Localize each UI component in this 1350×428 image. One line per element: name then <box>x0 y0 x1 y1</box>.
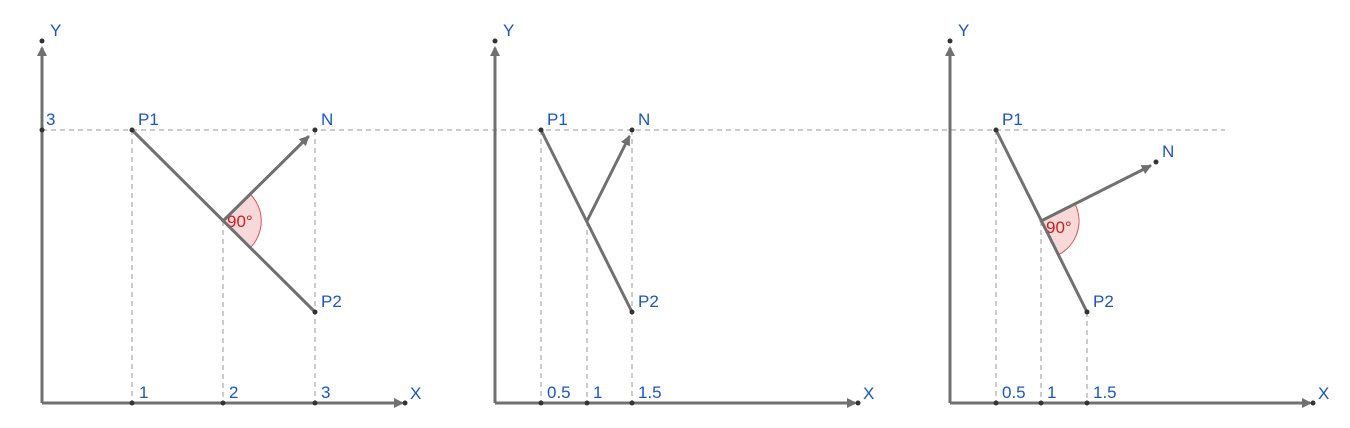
panel-3-x-tick-dot-3 <box>1084 400 1090 406</box>
panel-2-point-p1 <box>538 127 544 133</box>
panel-1-x-tick-dot-1 <box>129 400 135 406</box>
panel-3-point-p1 <box>993 127 999 133</box>
panel-2-x-axis-label: X <box>863 384 874 403</box>
panel-3: Y X 0.5 1 1.5 90° P1 P2 N <box>945 21 1329 408</box>
panel-2-x-tick-dot-3 <box>629 400 635 406</box>
panel-1-x-axis-label: X <box>410 384 421 403</box>
panel-2-x-tick-1-5: 1.5 <box>638 383 662 402</box>
panel-2-x-tick-dot-1 <box>538 400 544 406</box>
panel-1-point-p2 <box>312 309 318 315</box>
panel-2-point-n <box>629 127 635 133</box>
panel-1-y-tick-3: 3 <box>46 110 55 129</box>
panel-1-point-n <box>312 127 318 133</box>
panel-1-x-tick-3: 3 <box>321 383 330 402</box>
panel-2-label-p1: P1 <box>547 110 568 129</box>
panel-1-label-p2: P2 <box>321 292 342 311</box>
panel-1-y-axis-tip <box>39 38 45 44</box>
panel-1-angle-label: 90° <box>227 212 253 231</box>
panel-1-label-p1: P1 <box>138 110 159 129</box>
panel-2-label-n: N <box>638 110 650 129</box>
panel-1-x-tick-dot-3 <box>312 400 318 406</box>
panel-3-point-n <box>1153 159 1159 165</box>
panel-3-x-tick-dot-1 <box>993 400 999 406</box>
panel-3-point-p2 <box>1084 309 1090 315</box>
panel-2-x-axis-tip <box>855 400 861 406</box>
panel-2: Y X 0.5 1 1.5 P1 P2 N <box>490 21 874 408</box>
panel-3-label-p2: P2 <box>1093 292 1114 311</box>
panel-2-label-p2: P2 <box>638 292 659 311</box>
panel-1-label-n: N <box>321 110 333 129</box>
panel-1-x-axis-tip <box>402 400 408 406</box>
panel-3-normal-vector <box>1039 164 1152 223</box>
panel-1-right-angle-wedge <box>222 193 262 249</box>
panel-1-point-p1 <box>129 127 135 133</box>
panel-3-x-tick-dot-2 <box>1038 400 1044 406</box>
panel-2-x-tick-dot-2 <box>584 400 590 406</box>
panel-2-point-p2 <box>629 309 635 315</box>
panel-3-x-axis-tip <box>1310 400 1316 406</box>
panel-3-x-tick-1-5: 1.5 <box>1093 383 1117 402</box>
panel-1: Y X 3 1 2 3 90° P1 P2 N <box>37 21 421 408</box>
panel-3-x-axis-label: X <box>1318 384 1329 403</box>
panel-2-x-tick-1: 1 <box>593 383 602 402</box>
panel-2-normal-vector <box>585 135 631 223</box>
panel-1-x-tick-dot-2 <box>220 400 226 406</box>
panel-3-x-tick-1: 1 <box>1047 383 1056 402</box>
panel-3-y-axis-label: Y <box>958 21 969 40</box>
panel-3-y-axis-tip <box>947 38 953 44</box>
panel-1-y-tick-dot <box>39 127 45 133</box>
panel-2-y-axis-label: Y <box>503 21 514 40</box>
panel-3-label-p1: P1 <box>1002 110 1023 129</box>
panel-1-normal-vector <box>221 135 310 223</box>
panel-1-y-axis-label: Y <box>50 21 61 40</box>
panel-3-x-tick-0-5: 0.5 <box>1002 383 1026 402</box>
panel-2-y-axis-tip <box>492 38 498 44</box>
panel-3-angle-label: 90° <box>1046 218 1072 237</box>
panel-2-x-tick-0-5: 0.5 <box>547 383 571 402</box>
panel-1-x-tick-1: 1 <box>139 383 148 402</box>
panel-1-x-tick-2: 2 <box>229 383 238 402</box>
panel-3-label-n: N <box>1162 142 1174 161</box>
